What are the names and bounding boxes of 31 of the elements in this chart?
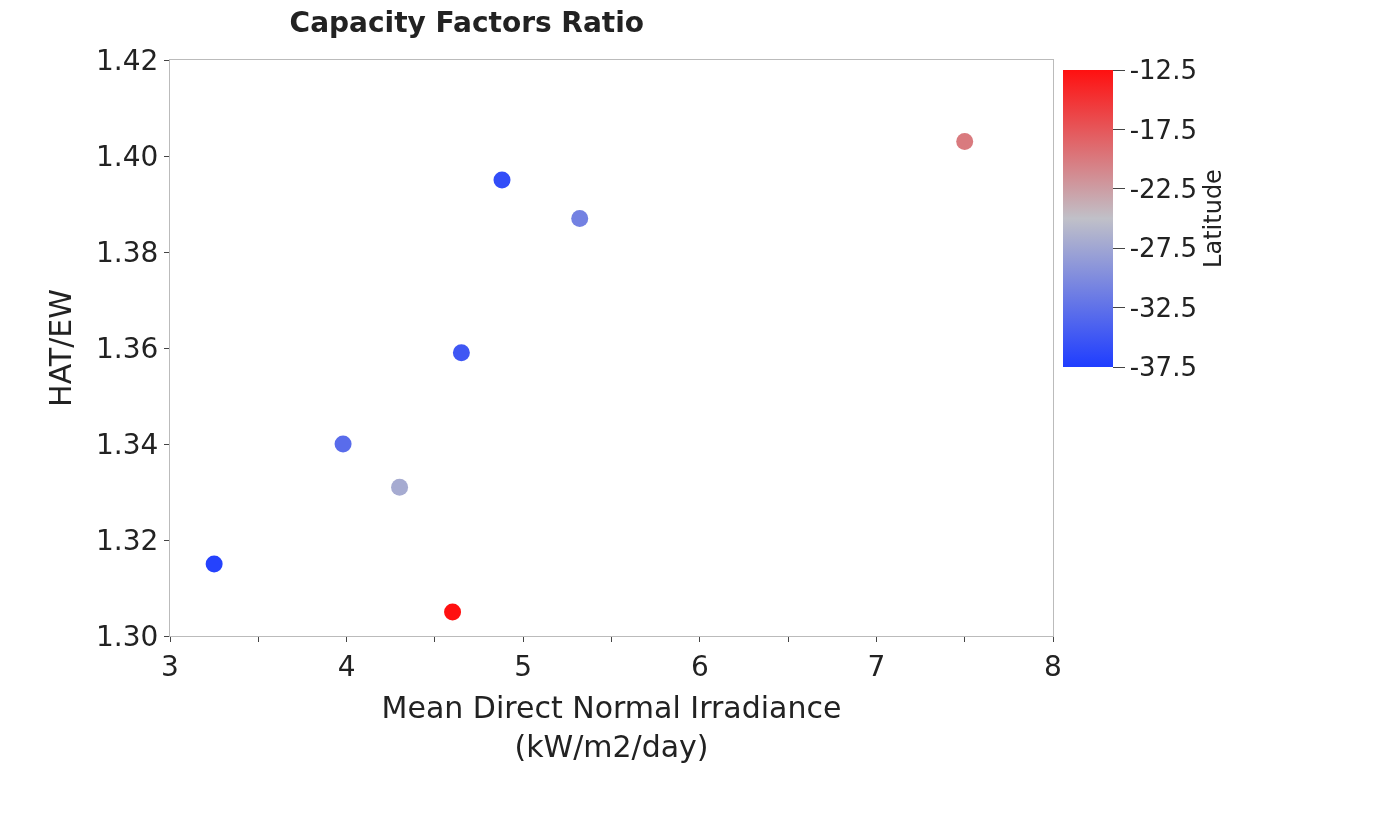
y-tick-label: 1.32 (96, 523, 159, 557)
color-bar-label: -12.5 (1129, 55, 1197, 86)
point (452, 344, 470, 362)
y-tick-label: 1.34 (96, 427, 159, 461)
point (571, 209, 589, 227)
color-bar-label: -27.5 (1129, 233, 1197, 264)
color-bar-label: -32.5 (1129, 292, 1197, 323)
y-tick-label: 1.36 (96, 331, 159, 365)
y-tick-label: 1.38 (96, 235, 159, 269)
color-bar-label: -37.5 (1129, 352, 1197, 383)
x-tick-label: 4 (337, 649, 356, 683)
x-axis-title: Mean Direct Normal Irradiance (kW/m2/day) (381, 690, 842, 765)
x-tick-label: 8 (1044, 649, 1062, 683)
y-tick-label: 1.42 (96, 43, 159, 77)
point (956, 133, 974, 151)
y-axis-title: HAT/EW (43, 289, 79, 407)
y-tick-label: 1.40 (96, 139, 159, 173)
point (391, 478, 409, 496)
x-tick-label: 5 (514, 649, 533, 683)
point (444, 603, 462, 621)
color-bar-label: -22.5 (1129, 173, 1197, 204)
x-tick-label: 7 (867, 649, 886, 683)
point (205, 555, 223, 573)
chart-title: Capacity Factors Ratio (289, 6, 645, 40)
x-tick-label: 3 (161, 649, 179, 683)
point (334, 435, 352, 453)
x-tick-label: 6 (690, 649, 709, 683)
y-tick-label: 1.30 (96, 619, 159, 653)
color-bar-title: Latitude (1198, 169, 1227, 268)
color-bar-label: -17.5 (1129, 114, 1197, 145)
point (493, 171, 511, 189)
